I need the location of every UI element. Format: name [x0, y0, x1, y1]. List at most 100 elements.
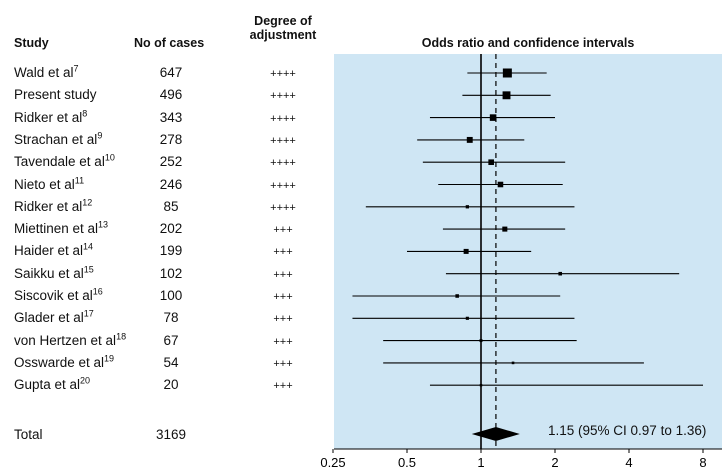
study-adjustment: +++: [273, 268, 293, 281]
study-cases: 246: [159, 176, 183, 192]
study-cases: 252: [159, 154, 183, 170]
study-reference: 7: [73, 63, 79, 74]
study-reference: 9: [97, 130, 103, 141]
x-tick-label: 0.5: [398, 455, 416, 470]
study-reference: 10: [104, 152, 115, 163]
point-estimate-square: [479, 383, 483, 387]
study-reference: 15: [83, 264, 94, 275]
study-cases: 67: [163, 332, 179, 348]
study-cases: 78: [163, 310, 179, 326]
study-name-text: Siscovik et al: [14, 288, 93, 303]
header-adjustment-line1: Degree of: [254, 14, 312, 28]
point-estimate-square: [558, 271, 562, 276]
study-name: Ridker et al8: [14, 108, 88, 126]
study-cases: 20: [163, 377, 179, 393]
study-name-text: Gupta et al: [14, 377, 81, 393]
pooled-diamond: [471, 427, 520, 441]
study-adjustment: +++: [273, 246, 293, 259]
study-name-text: Wald et al: [14, 65, 74, 80]
study-cases: 54: [163, 354, 179, 370]
study-name: Siscovik et al16: [14, 286, 103, 304]
study-name-text: Ridker et al: [14, 198, 83, 214]
study-name-text: Strachan et al: [14, 131, 98, 147]
study-reference: 20: [80, 375, 91, 386]
study-adjustment: ++++: [270, 157, 296, 170]
study-cases: 199: [159, 243, 183, 259]
study-reference: 19: [104, 353, 115, 364]
study-adjustment: +++: [273, 357, 293, 370]
study-name-text: Present study: [14, 87, 97, 103]
study-reference: 16: [92, 286, 103, 297]
study-name-text: Tavendale et al: [14, 154, 105, 170]
study-adjustment: ++++: [270, 68, 296, 80]
study-name-text: Osswarde et al: [14, 354, 105, 370]
point-estimate-square: [463, 248, 469, 254]
header-odds-ratio: Odds ratio and confidence intervals: [421, 36, 635, 50]
study-adjustment: +++: [273, 291, 293, 303]
x-tick-label: 0.25: [320, 455, 345, 470]
study-adjustment: ++++: [270, 90, 296, 103]
point-estimate-square: [488, 159, 494, 166]
header-adjustment: Degree of adjustment: [240, 14, 326, 42]
study-cases: 85: [163, 198, 179, 214]
header-adjustment-line2: adjustment: [249, 28, 317, 42]
point-estimate-square: [502, 68, 512, 78]
study-name: Saikku et al15: [14, 264, 94, 282]
study-cases: 647: [159, 65, 183, 80]
study-name: von Hertzen et al18: [14, 331, 127, 349]
study-adjustment: ++++: [270, 112, 296, 125]
study-reference: 12: [82, 197, 93, 208]
study-cases: 343: [159, 109, 183, 125]
point-estimate-square: [497, 181, 504, 188]
point-estimate-square: [502, 226, 508, 232]
study-cases: 496: [159, 87, 183, 103]
study-name-text: von Hertzen et al: [14, 332, 117, 348]
study-adjustment: ++++: [270, 201, 296, 214]
point-estimate-square: [511, 361, 515, 365]
study-name: Haider et al14: [14, 241, 94, 259]
study-cases: 202: [159, 221, 183, 237]
study-adjustment: +++: [273, 313, 293, 326]
study-reference: 11: [74, 175, 85, 185]
point-estimate-square: [455, 294, 459, 298]
study-reference: 8: [82, 108, 88, 119]
point-estimate-square: [466, 136, 473, 143]
study-reference: 14: [83, 241, 94, 252]
study-cases: 278: [159, 131, 183, 147]
study-name-text: Haider et al: [14, 243, 84, 259]
x-tick-label: 2: [551, 455, 558, 470]
study-adjustment: ++++: [270, 179, 296, 192]
study-name-text: Glader et al: [14, 310, 84, 326]
study-name: Osswarde et al19: [14, 353, 115, 371]
study-name: Present study: [14, 87, 97, 103]
study-adjustment: +++: [273, 224, 293, 237]
study-name: Gupta et al20: [14, 375, 91, 393]
study-reference: 18: [116, 331, 127, 342]
header-cases: No of cases: [134, 36, 205, 50]
x-tick-label: 8: [699, 455, 706, 470]
point-estimate-square: [465, 205, 469, 209]
x-tick-label: 4: [625, 455, 632, 470]
point-estimate-square: [465, 316, 469, 320]
study-name: Wald et al7: [14, 63, 79, 81]
study-adjustment: ++++: [270, 134, 296, 147]
study-name-text: Miettinen et al: [14, 221, 99, 237]
study-reference: 17: [83, 308, 94, 319]
total-cases: 3169: [155, 427, 187, 442]
study-name-text: Saikku et al: [14, 265, 84, 281]
study-adjustment: +++: [273, 335, 293, 348]
study-adjustment: +++: [273, 380, 293, 393]
study-reference: 13: [98, 219, 109, 230]
study-name: Strachan et al9: [14, 130, 103, 148]
point-estimate-square: [479, 339, 483, 343]
study-name: Miettinen et al13: [14, 219, 109, 237]
study-name-text: Ridker et al: [14, 109, 83, 125]
study-cases: 100: [159, 288, 183, 303]
study-name: Ridker et al12: [14, 197, 93, 215]
total-label: Total: [14, 427, 43, 442]
x-tick-label: 1: [477, 455, 484, 470]
study-name: Tavendale et al10: [14, 152, 115, 170]
pooled-ci-label: 1.15 (95% CI 0.97 to 1.36): [548, 423, 707, 438]
study-name: Glader et al17: [14, 308, 94, 326]
point-estimate-square: [502, 91, 511, 100]
